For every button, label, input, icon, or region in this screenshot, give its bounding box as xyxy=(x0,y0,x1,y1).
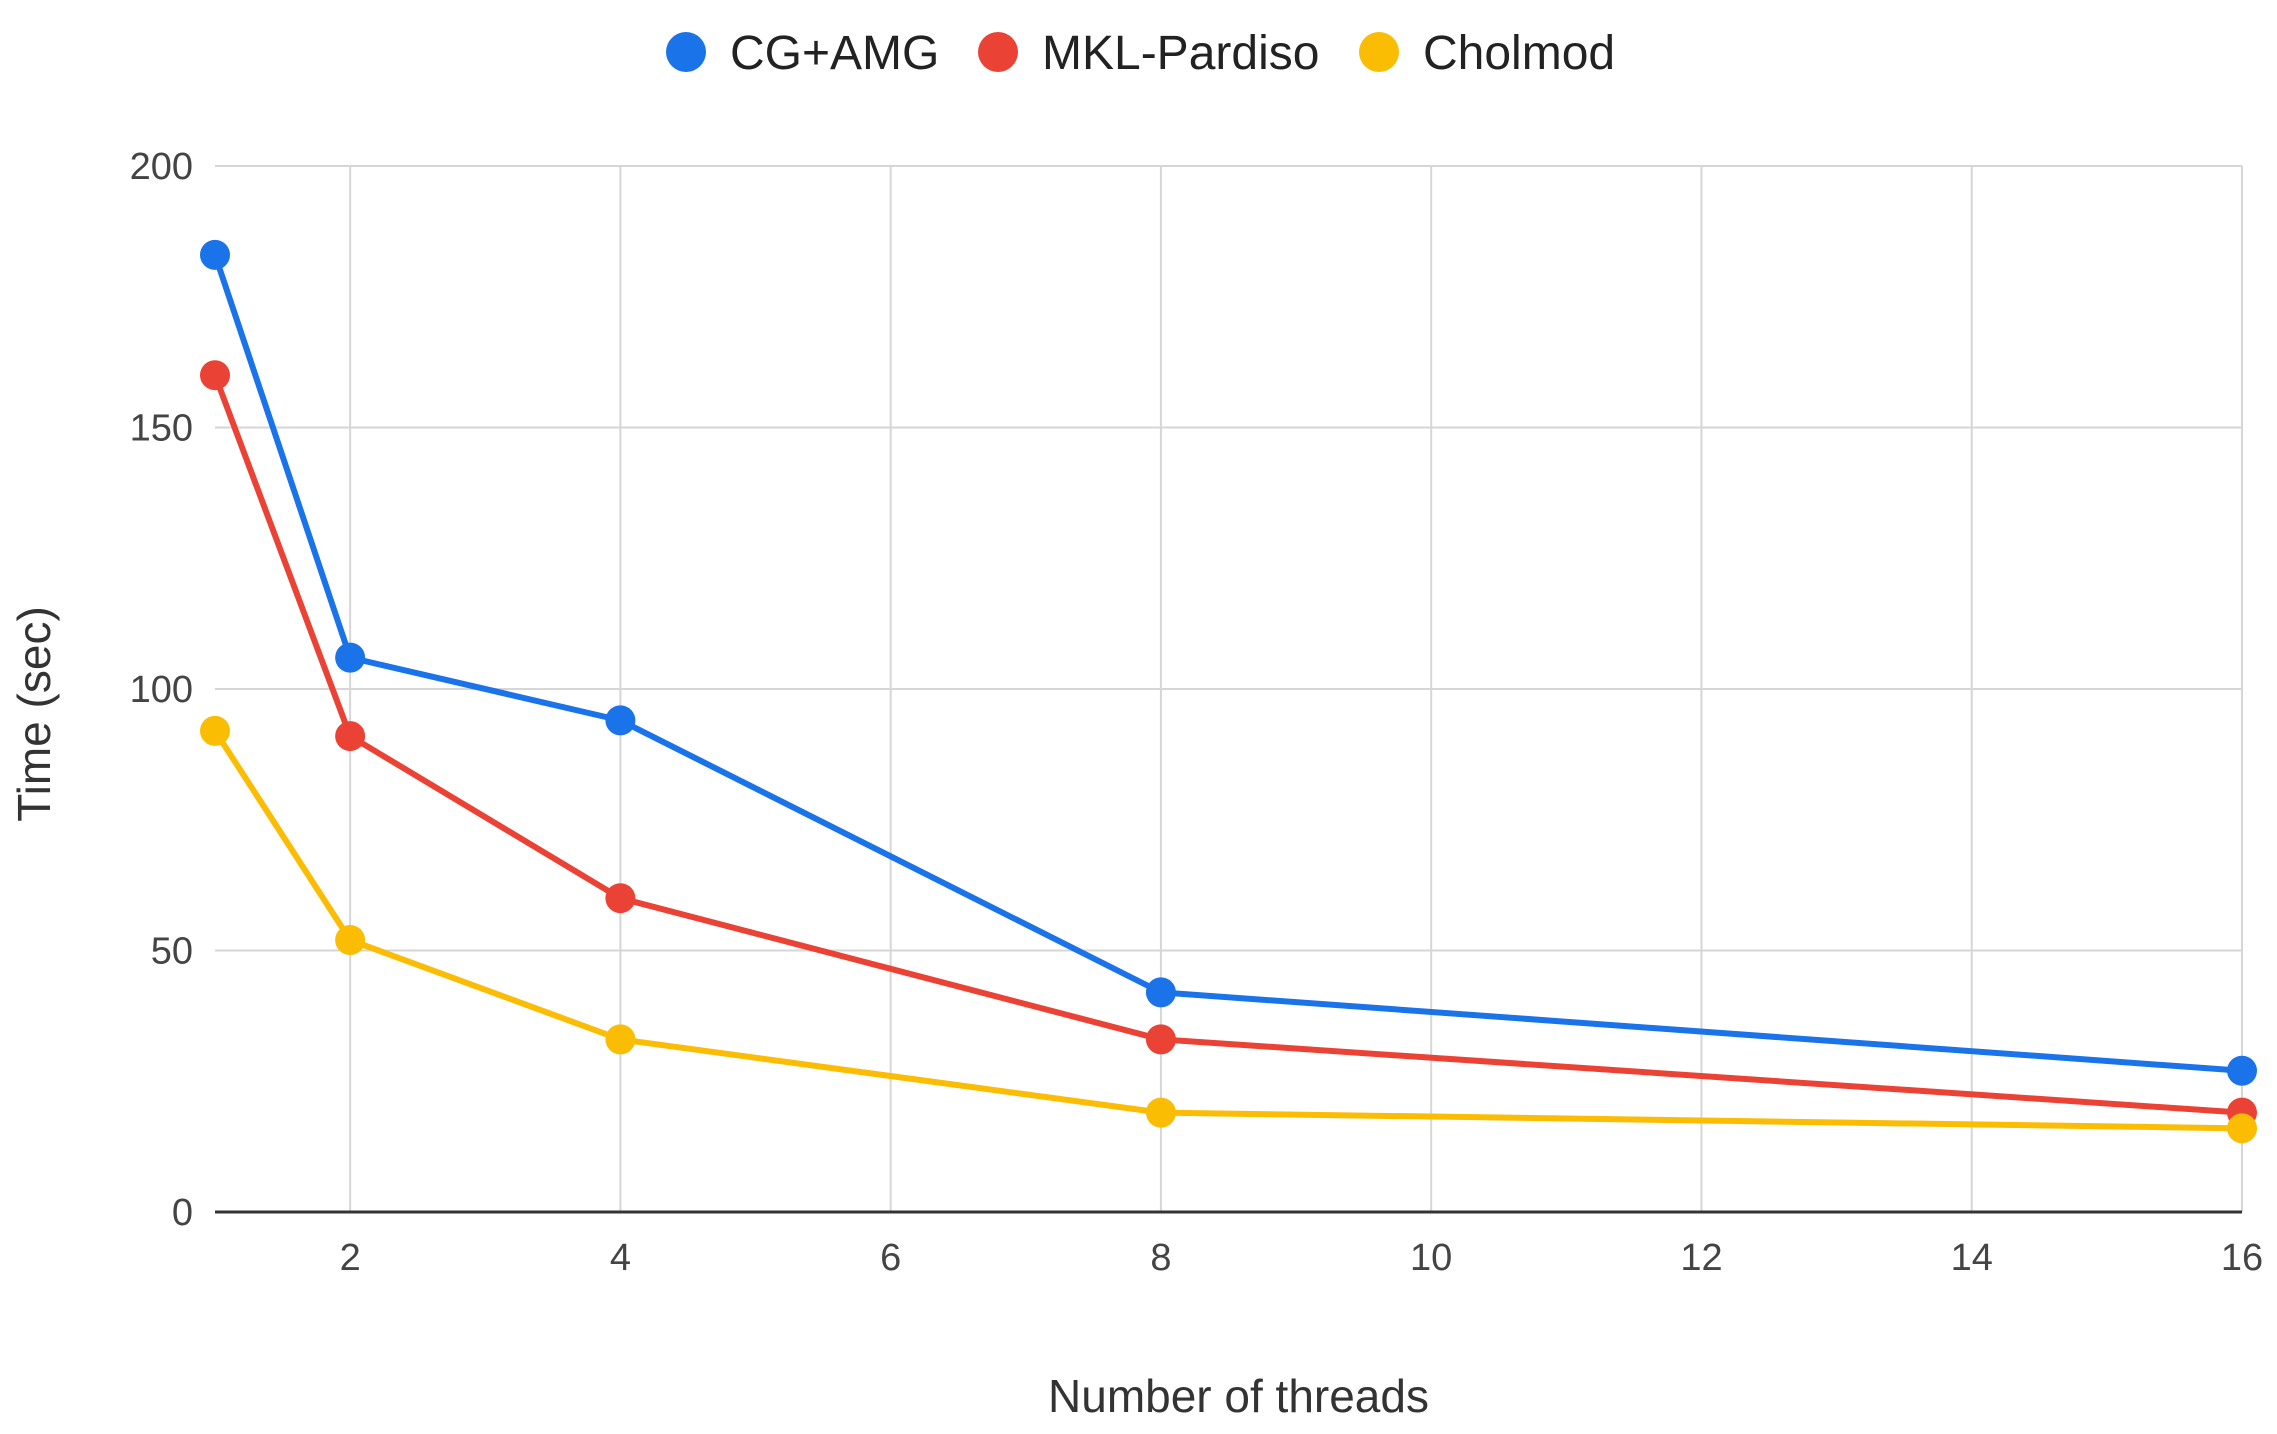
data-point-cholmod xyxy=(335,925,366,956)
y-tick-label: 50 xyxy=(151,931,193,973)
data-point-cg-amg xyxy=(200,239,230,270)
x-tick-label: 14 xyxy=(1951,1237,1993,1279)
legend-item: CG+AMG xyxy=(666,27,939,80)
x-tick-label: 8 xyxy=(1150,1237,1171,1279)
data-point-mkl-pardiso xyxy=(335,721,366,752)
x-tick-label: 6 xyxy=(880,1237,901,1279)
legend-label: Cholmod xyxy=(1423,27,1615,80)
legend: CG+AMG MKL-Pardiso Cholmod xyxy=(666,27,1615,80)
series-lines xyxy=(212,251,2245,1132)
data-point-cg-amg xyxy=(335,642,366,673)
legend-label: MKL-Pardiso xyxy=(1042,27,1319,80)
x-tick-label: 12 xyxy=(1680,1237,1722,1279)
data-point-cg-amg xyxy=(1145,977,1176,1008)
data-point-mkl-pardiso xyxy=(200,360,230,391)
tick-labels: 0 50 100 150 200 2 4 6 8 10 12 14 16 xyxy=(130,146,2264,1279)
x-tick-label: 4 xyxy=(610,1237,631,1279)
y-tick-label: 150 xyxy=(130,408,193,450)
data-point-cholmod xyxy=(605,1024,636,1055)
y-axis-title: Time (sec) xyxy=(8,606,60,822)
legend-label: CG+AMG xyxy=(730,27,939,80)
data-points xyxy=(200,239,2257,1144)
legend-marker xyxy=(978,32,1018,72)
data-point-cg-amg xyxy=(605,705,636,736)
y-tick-label: 200 xyxy=(130,146,193,188)
series-line-cholmod xyxy=(212,727,2245,1132)
x-tick-label: 10 xyxy=(1410,1237,1452,1279)
legend-marker xyxy=(1359,32,1399,72)
gridlines xyxy=(215,165,2243,1212)
data-point-mkl-pardiso xyxy=(605,883,636,914)
data-point-cholmod xyxy=(200,715,230,746)
legend-marker xyxy=(666,32,706,72)
legend-item: Cholmod xyxy=(1359,27,1615,80)
data-point-cg-amg xyxy=(2227,1055,2257,1086)
data-point-mkl-pardiso xyxy=(1145,1024,1176,1055)
x-tick-label: 16 xyxy=(2221,1237,2263,1279)
y-tick-label: 100 xyxy=(130,669,193,711)
x-axis-title: Number of threads xyxy=(1048,1370,1429,1422)
series-line-cg-amg xyxy=(212,251,2245,1074)
y-tick-label: 0 xyxy=(172,1192,193,1234)
x-tick-label: 2 xyxy=(340,1237,361,1279)
data-point-cholmod xyxy=(2227,1113,2257,1144)
legend-item: MKL-Pardiso xyxy=(978,27,1319,80)
data-point-cholmod xyxy=(1145,1097,1176,1128)
